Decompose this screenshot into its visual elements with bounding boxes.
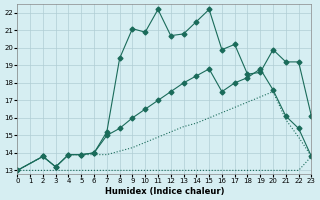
- X-axis label: Humidex (Indice chaleur): Humidex (Indice chaleur): [105, 187, 224, 196]
